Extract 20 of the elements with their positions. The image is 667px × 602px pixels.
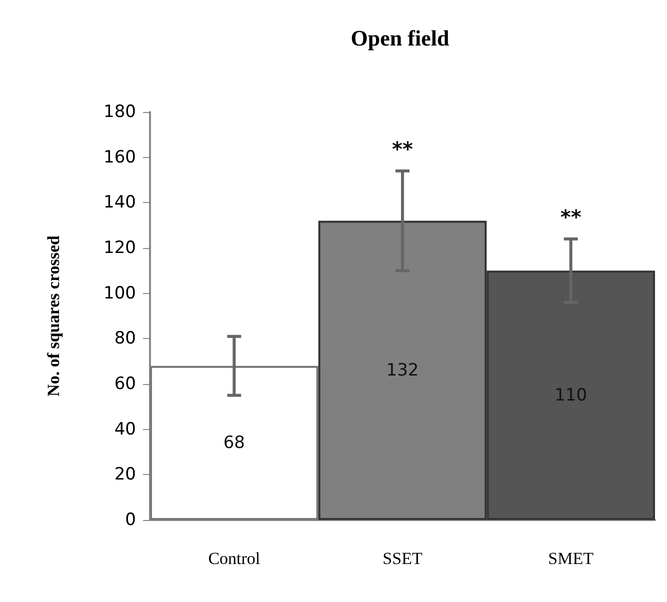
chart-title: Open field (350, 26, 450, 50)
y-tick-label: 160 (104, 147, 136, 168)
y-tick-label: 140 (104, 192, 136, 213)
y-tick-label: 80 (114, 328, 136, 349)
y-tick-label: 60 (114, 374, 136, 394)
y-tick-label: 40 (114, 419, 136, 440)
y-tick-label: 120 (104, 238, 136, 258)
y-tick-label: 20 (114, 464, 136, 485)
data-label: 132 (386, 360, 419, 380)
annotation: ** (392, 136, 414, 161)
y-tick-label: 180 (104, 102, 136, 122)
annotation: ** (560, 204, 582, 229)
data-label: 68 (223, 432, 245, 453)
x-tick-label: SSET (382, 549, 423, 568)
x-tick-label: SMET (548, 549, 594, 568)
y-tick-label: 0 (125, 510, 136, 530)
y-tick-label: 100 (104, 283, 136, 304)
data-label: 110 (554, 385, 588, 406)
y-axis-title: No. of squares crossed (44, 235, 63, 396)
x-tick-label: Control (208, 549, 260, 568)
